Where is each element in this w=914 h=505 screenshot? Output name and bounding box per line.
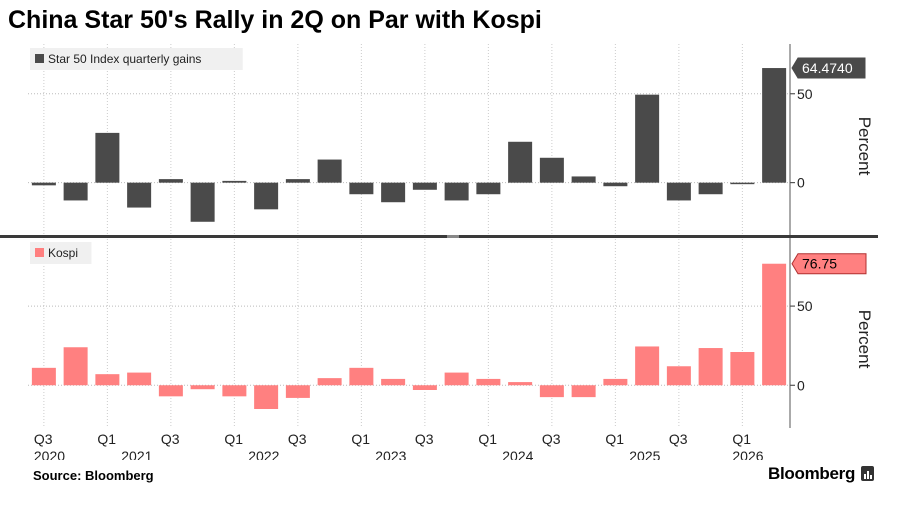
bar (95, 374, 120, 386)
legend-swatch (35, 54, 44, 63)
bar (762, 68, 787, 183)
x-tick-label-year: 2026 (732, 448, 763, 460)
legend-swatch (35, 248, 44, 257)
y-axis-label: Percent (855, 117, 874, 176)
bar (63, 347, 88, 386)
bar (190, 182, 215, 222)
x-tick-label-quarter: Q3 (542, 431, 561, 447)
bar (381, 182, 406, 203)
x-tick-label-year: 2020 (34, 448, 65, 460)
x-tick-label-quarter: Q1 (351, 431, 370, 447)
y-tick-label: 50 (797, 298, 813, 314)
bar (31, 182, 56, 186)
x-tick-label-quarter: Q3 (34, 431, 53, 447)
brand-logo: Bloomberg (768, 464, 856, 483)
last-value-badge (791, 57, 866, 79)
bar (571, 385, 596, 398)
bar (349, 367, 374, 386)
bar (127, 372, 152, 386)
bar (698, 182, 723, 195)
bar (254, 182, 279, 210)
bar (762, 263, 787, 386)
x-tick-label-year: 2025 (629, 448, 660, 460)
bar (349, 182, 374, 195)
bar (190, 385, 215, 390)
bar (571, 176, 596, 183)
chart-area: 0 50 64.4740 Percent Star 50 Index quarterly… (0, 44, 878, 460)
x-tick-label-quarter: Q1 (605, 431, 624, 447)
x-tick-label-quarter: Q3 (415, 431, 434, 447)
x-tick-label-quarter: Q1 (97, 431, 116, 447)
bar (31, 367, 56, 386)
bar (381, 378, 406, 386)
panel-divider (0, 235, 878, 238)
x-tick-label-year: 2022 (248, 448, 279, 460)
bar (317, 378, 342, 386)
chart-title: China Star 50's Rally in 2Q on Par with … (8, 6, 542, 34)
panel-divider-handle (447, 235, 459, 238)
bar (412, 182, 437, 190)
bar (508, 382, 533, 386)
bar (666, 182, 691, 201)
bar (317, 159, 342, 183)
bar (635, 346, 660, 386)
x-tick-label-quarter: Q3 (288, 431, 307, 447)
bar (254, 385, 279, 409)
bar (730, 182, 755, 185)
legend-box (30, 242, 92, 264)
bar (666, 366, 691, 386)
last-value-label: 76.75 (802, 256, 837, 272)
bloomberg-chart-icon (861, 466, 874, 481)
y-tick-label: 0 (797, 377, 805, 393)
bar (158, 385, 183, 397)
y-axis-label: Percent (855, 310, 874, 369)
x-tick-label-quarter: Q1 (224, 431, 243, 447)
bar (285, 385, 310, 398)
y-tick-label: 0 (797, 175, 805, 191)
bar (539, 385, 564, 398)
x-tick-label-year: 2021 (121, 448, 152, 460)
bar (539, 157, 564, 183)
x-tick-label-quarter: Q3 (161, 431, 180, 447)
bar (476, 182, 501, 195)
legend-label: Kospi (48, 246, 78, 260)
bar (285, 179, 310, 183)
bar (476, 378, 501, 386)
last-value-label: 64.4740 (802, 60, 853, 76)
x-tick-label-quarter: Q3 (669, 431, 688, 447)
x-tick-label-quarter: Q1 (478, 431, 497, 447)
bar (95, 132, 120, 183)
x-tick-label-quarter: Q1 (732, 431, 751, 447)
x-tick-label-year: 2023 (375, 448, 406, 460)
legend-box (30, 48, 243, 70)
legend-label: Star 50 Index quarterly gains (48, 52, 201, 66)
bar (635, 94, 660, 183)
bar (444, 372, 469, 386)
bar (508, 141, 533, 183)
bar (222, 180, 247, 183)
last-value-badge (791, 253, 867, 275)
bar (127, 182, 152, 208)
bar (444, 182, 469, 201)
y-tick-label: 50 (797, 86, 813, 102)
bar (603, 378, 628, 386)
bar (63, 182, 88, 201)
bar (412, 385, 437, 390)
x-tick-label-year: 2024 (502, 448, 533, 460)
bar (730, 352, 755, 386)
bar (603, 182, 628, 187)
bar (222, 385, 247, 397)
source-note: Source: Bloomberg (33, 468, 154, 483)
bar (698, 348, 723, 386)
bar (158, 179, 183, 183)
